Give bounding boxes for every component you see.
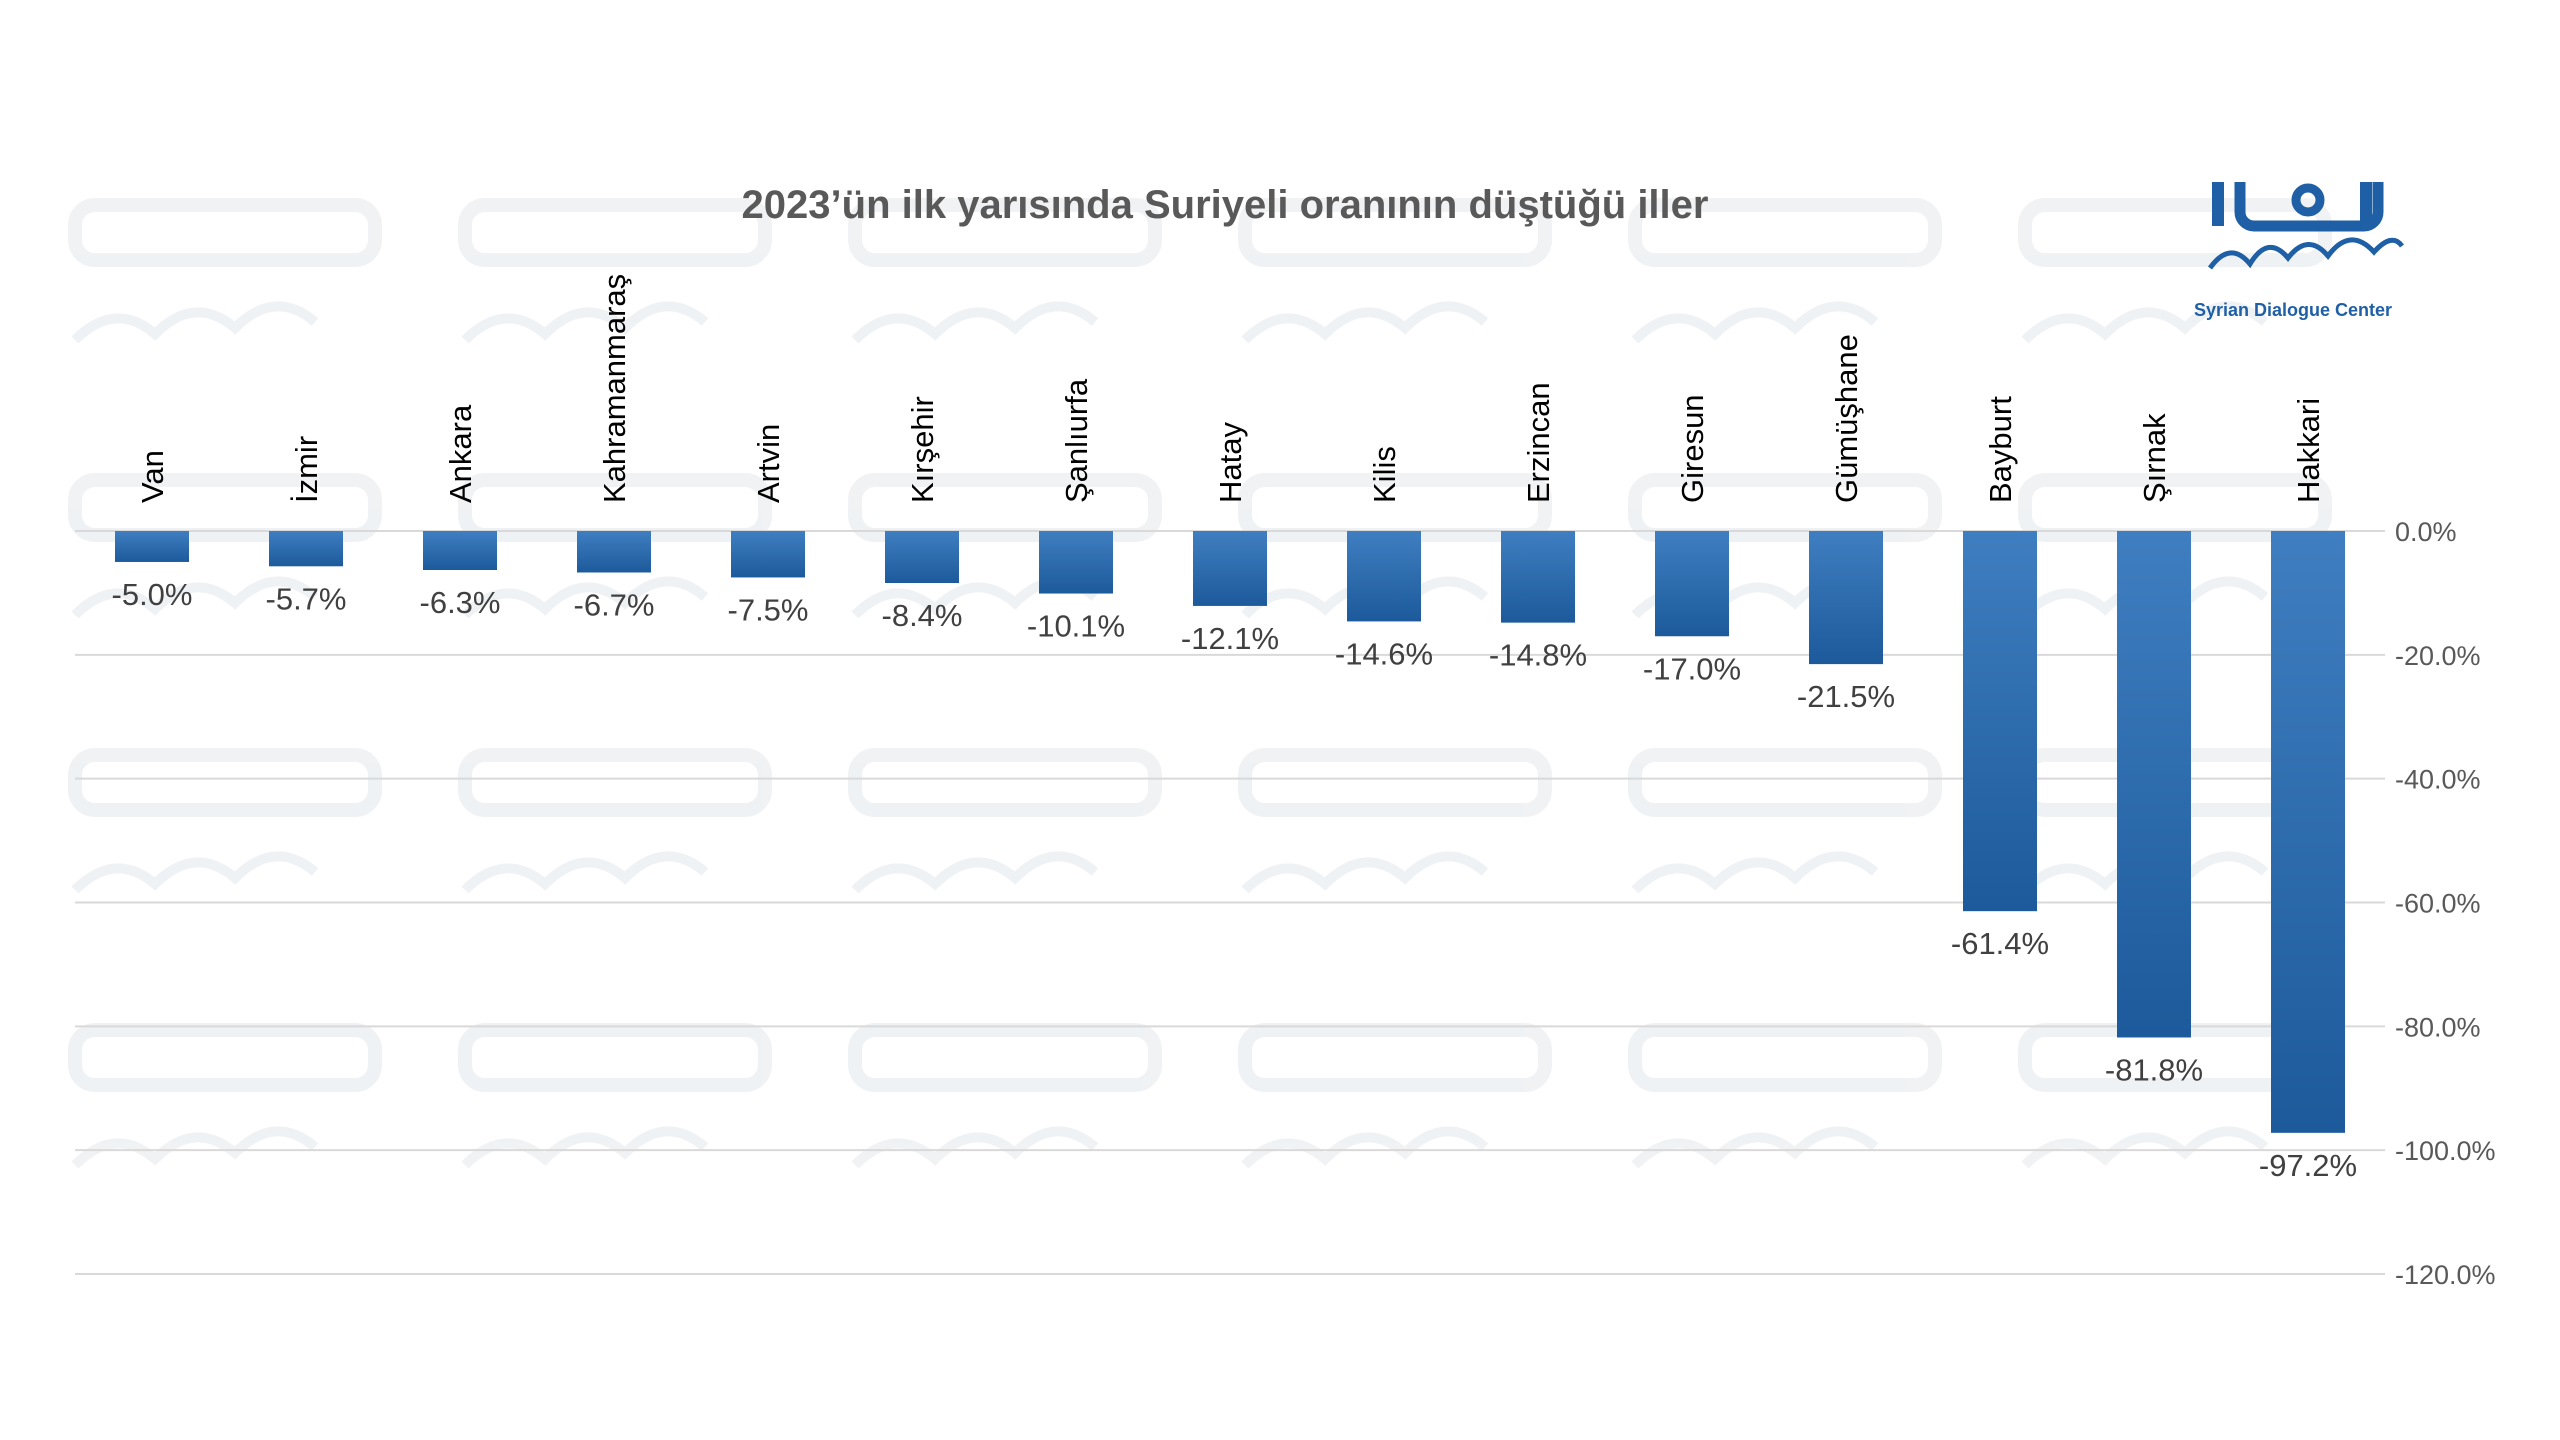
data-label: -7.5% xyxy=(728,592,809,627)
data-label: -97.2% xyxy=(2259,1148,2357,1183)
watermark-logo xyxy=(848,198,1162,344)
bar xyxy=(1501,531,1575,623)
bar xyxy=(423,531,497,571)
bar xyxy=(2117,531,2191,1038)
category-label: Hatay xyxy=(1213,422,1248,503)
data-label: -6.7% xyxy=(574,587,655,622)
category-label: Kırşehir xyxy=(905,396,940,503)
watermark-logo xyxy=(2018,198,2332,344)
category-label: Giresun xyxy=(1675,394,1710,503)
y-tick-label: -60.0% xyxy=(2395,889,2481,919)
bar xyxy=(1347,531,1421,622)
bar xyxy=(731,531,805,578)
data-label: -81.8% xyxy=(2105,1052,2203,1087)
category-label: Kilis xyxy=(1367,446,1402,503)
y-tick-label: -20.0% xyxy=(2395,641,2481,671)
category-label: Erzincan xyxy=(1521,382,1556,503)
y-tick-label: -120.0% xyxy=(2395,1260,2496,1290)
category-label: Şırnak xyxy=(2137,413,2172,503)
category-label: Artvin xyxy=(751,424,786,503)
data-label: -14.8% xyxy=(1489,638,1587,673)
y-tick-label: -80.0% xyxy=(2395,1012,2481,1042)
y-tick-label: 0.0% xyxy=(2395,517,2457,547)
bar xyxy=(885,531,959,584)
data-label: -61.4% xyxy=(1951,926,2049,961)
bar xyxy=(1655,531,1729,637)
bar xyxy=(577,531,651,573)
bar xyxy=(115,531,189,562)
category-labels: Van İzmir Ankara Kahramanmaraş Artvin Kırşehi… xyxy=(135,274,2326,503)
data-label: -8.4% xyxy=(882,598,963,633)
brand-name: Syrian Dialogue Center xyxy=(2194,300,2392,320)
watermark-logo xyxy=(68,198,382,344)
data-label: -10.1% xyxy=(1027,609,1125,644)
arabic-calligraphy-logo xyxy=(2207,237,2405,270)
watermark-logo xyxy=(1628,1023,1942,1169)
category-label: İzmir xyxy=(289,436,324,503)
bar xyxy=(1809,531,1883,665)
data-label: -5.0% xyxy=(112,577,193,612)
category-label: Gümüşhane xyxy=(1829,334,1864,503)
y-tick-label: -100.0% xyxy=(2395,1136,2496,1166)
category-label: Van xyxy=(135,450,170,503)
watermark-logo xyxy=(458,748,772,894)
data-label: -12.1% xyxy=(1181,621,1279,656)
category-label: Şanlıurfa xyxy=(1059,378,1094,503)
watermark-logo xyxy=(1238,1023,1552,1169)
category-label: Bayburt xyxy=(1983,396,2018,503)
data-label: -6.3% xyxy=(420,585,501,620)
watermark-logo xyxy=(1238,198,1552,344)
y-tick-label: -40.0% xyxy=(2395,765,2481,795)
brand-logo: Syrian Dialogue Center xyxy=(2194,182,2405,320)
watermark-logo xyxy=(1238,748,1552,894)
watermark-logo xyxy=(68,1023,382,1169)
category-label: Ankara xyxy=(443,404,478,503)
bar xyxy=(2271,531,2345,1133)
brand-logo-mark xyxy=(2212,182,2384,232)
watermark-logo xyxy=(1628,198,1942,344)
y-axis-ticks: 0.0% -20.0% -40.0% -60.0% -80.0% -100.0% -120.… xyxy=(2395,517,2496,1290)
watermark-logo xyxy=(68,748,382,894)
data-label: -14.6% xyxy=(1335,636,1433,671)
watermark-logo xyxy=(458,1023,772,1169)
chart-title: 2023’ün ilk yarısında Suriyeli oranının … xyxy=(742,183,1709,227)
bar xyxy=(269,531,343,567)
bar xyxy=(1963,531,2037,912)
bar xyxy=(1193,531,1267,606)
data-label: -5.7% xyxy=(266,581,347,616)
bar xyxy=(1039,531,1113,594)
data-label: -17.0% xyxy=(1643,651,1741,686)
watermark-logo xyxy=(848,1023,1162,1169)
watermark-logo xyxy=(848,748,1162,894)
category-label: Hakkari xyxy=(2291,398,2326,503)
bars xyxy=(115,531,2345,1133)
data-label: -21.5% xyxy=(1797,679,1895,714)
watermark-logo xyxy=(1628,748,1942,894)
watermark-logo xyxy=(458,198,772,344)
category-label: Kahramanmaraş xyxy=(597,274,632,503)
watermark-logo xyxy=(68,473,382,619)
value-labels: -5.0% -5.7% -6.3% -6.7% -7.5% -8.4% -10.1% -12.… xyxy=(112,577,2358,1183)
